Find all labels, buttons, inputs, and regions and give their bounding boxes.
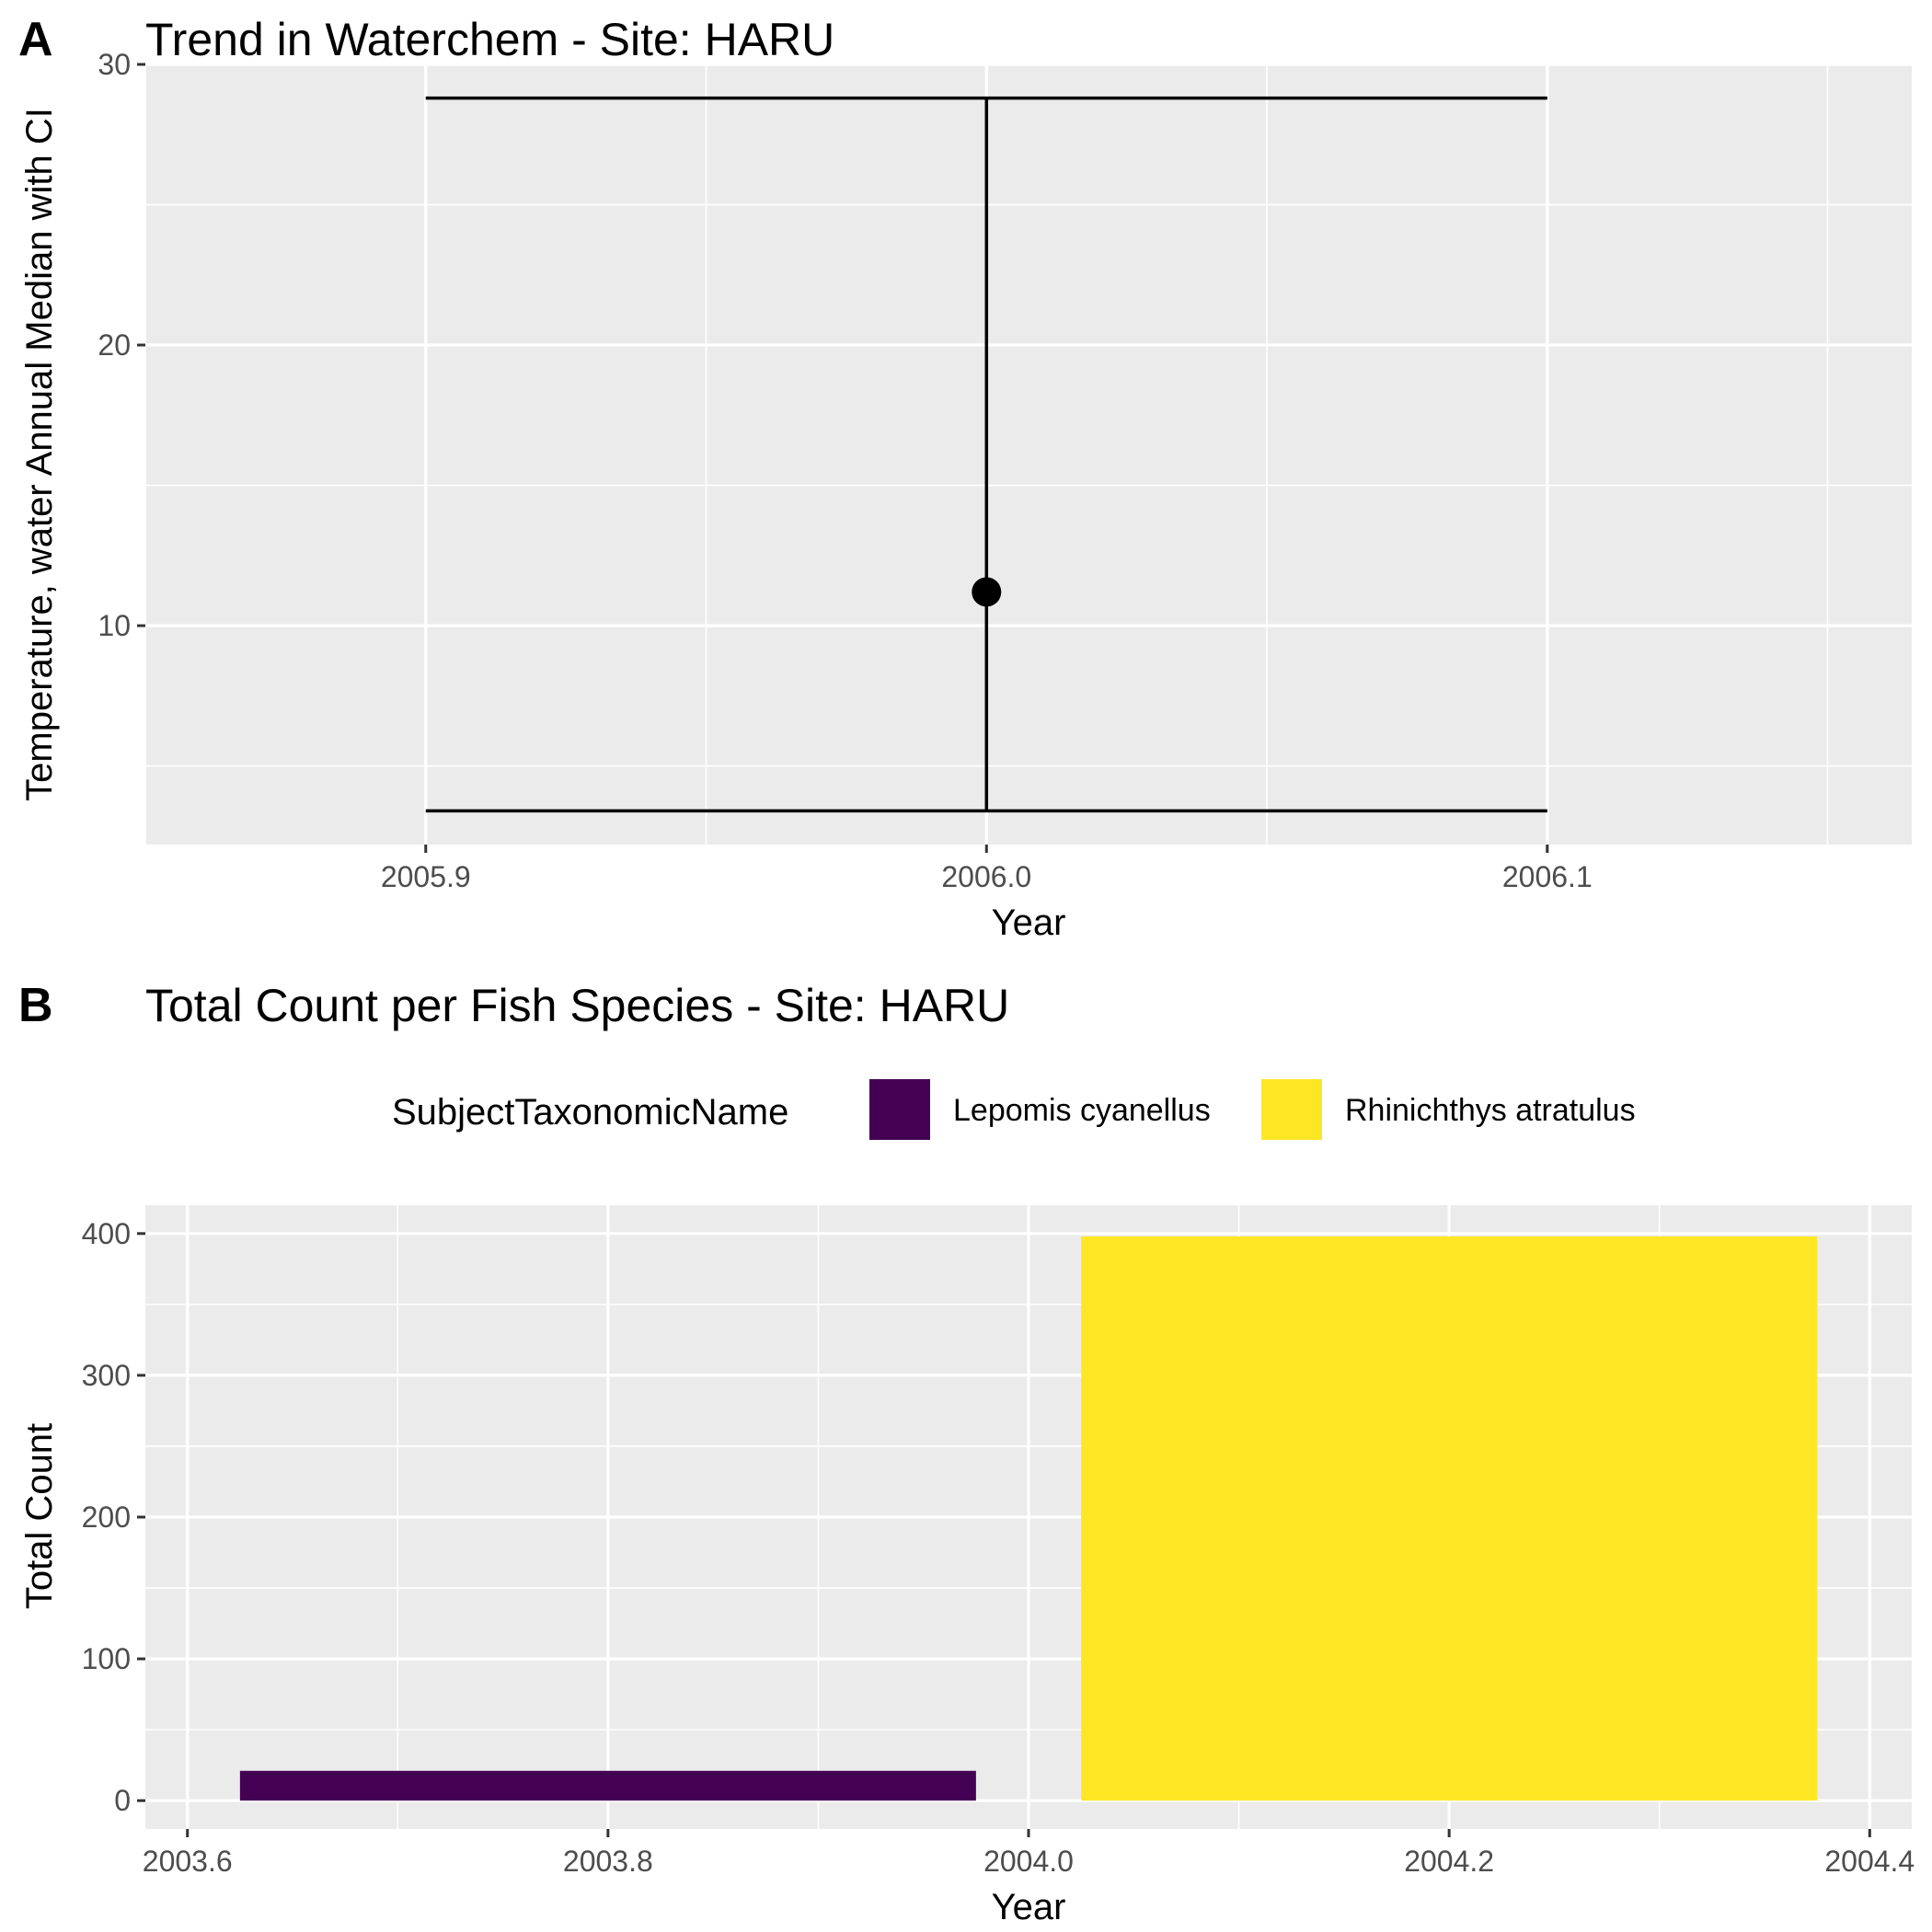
panel-b-y-tick-label: 0 <box>114 1784 131 1817</box>
panel-b-y-axis-title: Total Count <box>19 1423 60 1609</box>
panel-a-letter: A <box>18 13 53 66</box>
legend-label-rhinichthys-atratulus: Rhinichthys atratulus <box>1345 1093 1636 1128</box>
panel-a-x-tick-label: 2006.1 <box>1502 860 1593 893</box>
legend-key-lepomis-cyanellus <box>868 1077 932 1142</box>
panel-a-minor-grid <box>144 64 1912 845</box>
panel-b: B Total Count per Fish Species - Site: H… <box>18 979 1915 1927</box>
panel-a-plot-background <box>145 64 1912 845</box>
panel-b-x-axis-title: Year <box>992 1887 1066 1927</box>
panel-a-y-tick-label: 20 <box>98 328 131 362</box>
panel-b-x-tick-label: 2004.0 <box>983 1845 1074 1878</box>
bar-rhinichthys-atratulus <box>1081 1236 1818 1801</box>
panel-b-ticks: 2003.6 2003.8 2004.0 2004.2 2004.4 0 100 200 300… <box>82 1217 1915 1878</box>
panel-b-marks <box>239 1236 1818 1801</box>
legend-key-rhinichthys-atratulus <box>1259 1077 1324 1142</box>
panel-b-y-tick-label: 400 <box>82 1217 131 1250</box>
panel-b-x-tick-label: 2003.6 <box>143 1845 233 1878</box>
panel-b-x-tick-label: 2003.8 <box>563 1845 653 1878</box>
panel-b-title: Total Count per Fish Species - Site: HAR… <box>145 980 1009 1031</box>
panel-a-marks <box>425 96 1547 813</box>
panel-a-ticks: 2005.9 2006.0 2006.1 10 20 30 <box>98 48 1592 893</box>
panel-a: A Trend in Waterchem - Site: HARU 2005.9… <box>18 13 1912 943</box>
panel-a-x-tick-label: 2005.9 <box>381 860 471 893</box>
panel-a-x-axis-title: Year <box>992 903 1066 943</box>
panel-b-legend: SubjectTaxonomicName Lepomis cyanellus R… <box>392 1077 1636 1142</box>
panel-a-y-axis-title: Temperature, water Annual Median with CI <box>19 108 60 801</box>
panel-b-x-tick-label: 2004.4 <box>1824 1845 1915 1878</box>
bar-lepomis-cyanellus <box>239 1770 976 1801</box>
panel-a-y-tick-label: 10 <box>98 609 131 642</box>
panel-b-y-tick-label: 100 <box>82 1642 131 1675</box>
panel-a-x-tick-label: 2006.0 <box>941 860 1031 893</box>
panel-b-x-tick-label: 2004.2 <box>1404 1845 1494 1878</box>
legend-title: SubjectTaxonomicName <box>392 1092 788 1133</box>
panel-b-letter: B <box>18 979 53 1032</box>
panel-b-y-tick-label: 200 <box>82 1501 131 1534</box>
legend-label-lepomis-cyanellus: Lepomis cyanellus <box>953 1093 1211 1128</box>
panel-b-y-tick-label: 300 <box>82 1359 131 1392</box>
panel-a-title: Trend in Waterchem - Site: HARU <box>145 14 834 65</box>
median-point <box>972 577 1002 607</box>
panel-a-y-tick-label: 30 <box>98 48 131 81</box>
